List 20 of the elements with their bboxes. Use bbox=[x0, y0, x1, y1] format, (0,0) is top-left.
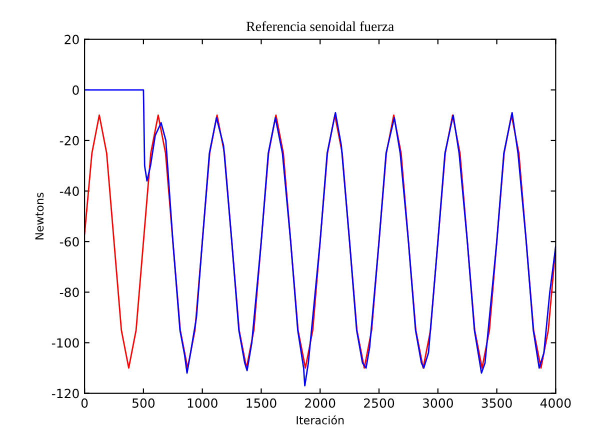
y-tick-label: 20 bbox=[64, 34, 79, 44]
y-tick-label: -20 bbox=[60, 136, 79, 146]
x-tick-label: 1500 bbox=[246, 398, 276, 408]
x-tick-label: 4000 bbox=[540, 398, 571, 408]
chart-title: Referencia senoidal fuerza bbox=[246, 21, 394, 32]
x-tick-label: 2500 bbox=[364, 398, 394, 408]
x-tick-label: 2000 bbox=[305, 398, 336, 408]
y-tick-label: -120 bbox=[52, 388, 79, 398]
x-tick-label: 1000 bbox=[188, 398, 218, 408]
x-tick-label: 500 bbox=[132, 398, 155, 408]
x-tick-label: 0 bbox=[81, 398, 88, 408]
y-axis-title: Newtons bbox=[35, 192, 44, 240]
y-tick-label: -40 bbox=[60, 186, 79, 196]
x-axis-title: Iteración bbox=[296, 415, 344, 424]
y-tick-label: -80 bbox=[60, 288, 79, 298]
x-tick-label: 3000 bbox=[422, 398, 453, 408]
y-tick-label: 0 bbox=[72, 85, 79, 95]
y-tick-label: -60 bbox=[60, 237, 79, 247]
y-tick-label: -100 bbox=[52, 338, 79, 348]
x-tick-label: 3500 bbox=[482, 398, 512, 408]
